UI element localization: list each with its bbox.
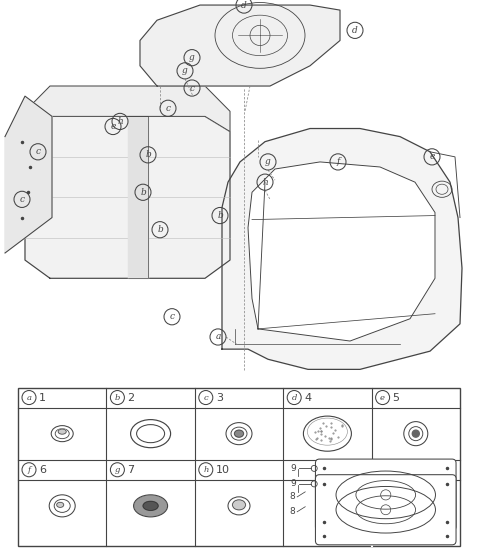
Text: b: b [140,188,146,197]
Text: 2: 2 [127,393,134,403]
Text: b: b [115,393,120,402]
Text: c: c [36,147,40,156]
Polygon shape [25,116,230,278]
Text: b: b [217,211,223,220]
Ellipse shape [134,496,167,516]
Ellipse shape [232,500,245,510]
Text: 3: 3 [216,393,223,403]
Text: 9: 9 [290,464,296,473]
Circle shape [412,430,420,437]
Text: d: d [291,393,297,402]
Text: g: g [115,466,120,474]
Text: h: h [203,466,208,474]
Text: e: e [380,393,385,402]
Text: 9: 9 [290,479,296,489]
Text: f: f [27,466,31,474]
Text: h: h [117,117,123,126]
Text: d: d [241,1,247,9]
Text: c: c [204,393,208,402]
Text: e: e [110,122,116,131]
Text: g: g [265,157,271,166]
Text: c: c [190,84,194,93]
Text: b: b [145,150,151,160]
Text: b: b [157,225,163,234]
Polygon shape [248,162,435,341]
Text: e: e [429,152,435,161]
Ellipse shape [143,501,158,510]
Text: c: c [169,312,175,321]
Text: 5: 5 [393,393,399,403]
FancyBboxPatch shape [315,475,456,545]
Polygon shape [140,5,340,86]
Text: 7: 7 [127,465,134,475]
Text: d: d [352,26,358,35]
Ellipse shape [58,429,66,434]
Text: 8: 8 [289,493,295,501]
Text: g: g [182,66,188,75]
Polygon shape [5,96,52,253]
Polygon shape [222,129,462,370]
Text: 4: 4 [304,393,312,403]
Text: 10: 10 [216,465,230,475]
Text: a: a [216,332,221,341]
Ellipse shape [57,502,64,507]
Text: g: g [189,53,195,62]
Text: h: h [262,178,268,187]
Text: 6: 6 [39,465,46,475]
Polygon shape [128,116,148,278]
Ellipse shape [235,430,243,437]
Text: a: a [26,393,32,402]
Text: f: f [336,157,340,166]
Polygon shape [25,86,230,131]
Text: c: c [166,104,170,113]
Text: c: c [20,195,24,204]
FancyBboxPatch shape [315,459,456,531]
Text: 1: 1 [39,393,46,403]
Text: 8: 8 [289,507,295,516]
